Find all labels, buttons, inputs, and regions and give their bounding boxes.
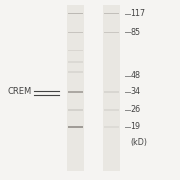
Bar — [103, 5, 120, 171]
Bar — [104, 109, 119, 111]
Bar — [68, 50, 83, 51]
Text: CREM: CREM — [7, 87, 31, 96]
Bar — [67, 5, 84, 171]
Text: 117: 117 — [130, 9, 146, 18]
Text: 34: 34 — [130, 87, 141, 96]
Bar — [104, 13, 119, 14]
Bar — [68, 126, 83, 128]
Bar — [104, 91, 119, 93]
Text: 19: 19 — [130, 122, 141, 131]
Text: 85: 85 — [130, 28, 141, 37]
Text: 26: 26 — [130, 105, 141, 114]
Text: (kD): (kD) — [130, 138, 147, 147]
Text: 48: 48 — [130, 71, 141, 80]
Bar — [68, 61, 83, 63]
Bar — [68, 91, 83, 93]
Bar — [68, 109, 83, 111]
Bar — [68, 32, 83, 33]
Bar — [68, 71, 83, 73]
Bar — [104, 32, 119, 33]
Bar — [68, 13, 83, 14]
Bar — [104, 126, 119, 128]
